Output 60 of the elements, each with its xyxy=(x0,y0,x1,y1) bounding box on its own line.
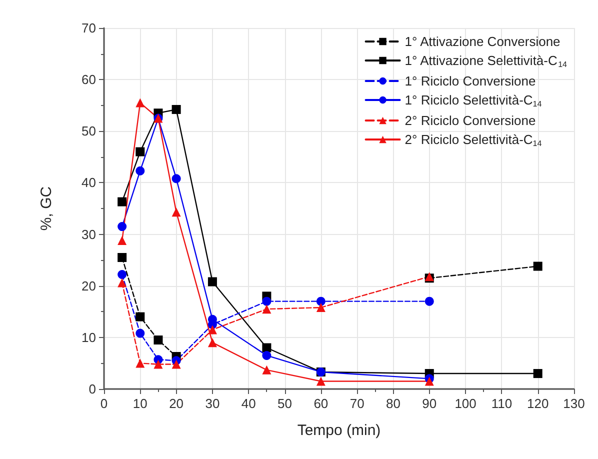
y-tick-label: 20 xyxy=(82,278,96,294)
x-tick-label: 70 xyxy=(350,396,364,411)
legend-label: 1° Riciclo Conversione xyxy=(404,74,536,88)
x-tick-label: 0 xyxy=(100,396,108,411)
x-tick-label: 100 xyxy=(454,396,476,411)
x-tick-label: 10 xyxy=(132,396,148,411)
point xyxy=(172,104,181,114)
point xyxy=(316,296,326,306)
y-tick-label: 40 xyxy=(82,175,96,190)
x-tick-label: 30 xyxy=(205,396,220,411)
point xyxy=(533,262,542,271)
legend-label: 1° Attivazione Conversione xyxy=(404,34,560,49)
point xyxy=(208,338,217,348)
point xyxy=(136,147,145,156)
y-tick-label: 10 xyxy=(82,330,96,345)
point xyxy=(172,174,181,184)
x-tick-label: 40 xyxy=(241,396,256,411)
x-tick-label: 50 xyxy=(278,396,292,411)
point xyxy=(424,376,434,386)
point xyxy=(262,296,272,306)
point xyxy=(136,98,145,108)
x-tick-label: 130 xyxy=(563,396,585,411)
point xyxy=(262,304,272,314)
x-tick-label: 60 xyxy=(314,396,328,411)
x-tick-label: 80 xyxy=(386,396,400,411)
point xyxy=(136,312,145,322)
point xyxy=(424,296,434,306)
point xyxy=(118,222,127,232)
point xyxy=(136,166,145,176)
y-tick-label: 60 xyxy=(82,72,96,88)
point xyxy=(262,350,272,360)
point xyxy=(154,360,163,369)
point xyxy=(118,252,127,262)
point xyxy=(154,336,163,345)
point xyxy=(136,358,145,368)
x-tick-label: 120 xyxy=(526,396,549,411)
point xyxy=(118,270,127,280)
point xyxy=(316,303,326,312)
point xyxy=(136,328,145,338)
y-tick-label: 70 xyxy=(82,20,96,36)
point xyxy=(208,325,217,334)
point xyxy=(172,208,181,217)
point xyxy=(118,197,127,206)
point xyxy=(172,360,181,369)
point xyxy=(208,277,217,286)
point xyxy=(118,278,127,288)
y-axis-title: %, GC xyxy=(38,186,55,231)
legend-label: 2° Riciclo Conversione xyxy=(404,113,536,128)
x-axis-title: Tempo (min) xyxy=(297,422,381,439)
y-tick-label: 0 xyxy=(88,382,96,396)
point xyxy=(316,376,326,386)
point xyxy=(118,236,127,245)
x-tick-label: 90 xyxy=(422,396,437,411)
point xyxy=(533,369,542,378)
point xyxy=(262,365,272,374)
x-tick-label: 20 xyxy=(169,396,184,411)
point xyxy=(262,343,272,352)
y-tick-label: 50 xyxy=(82,124,96,139)
x-tick-label: 110 xyxy=(491,396,512,411)
y-tick-label: 30 xyxy=(82,226,96,242)
